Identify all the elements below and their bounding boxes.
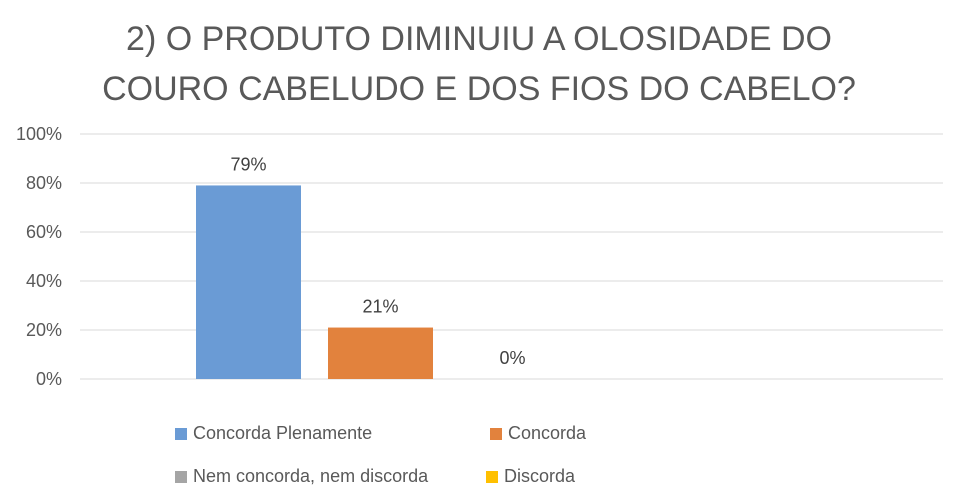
data-label: 79% <box>230 154 266 174</box>
legend-item-concorda-plenamente: Concorda Plenamente <box>175 423 372 444</box>
y-tick-label: 20% <box>26 320 62 340</box>
y-tick-label: 60% <box>26 222 62 242</box>
legend-item-discorda: Discorda <box>486 466 576 487</box>
y-tick-label: 100% <box>16 124 62 144</box>
y-tick-label: 80% <box>26 173 62 193</box>
legend-swatch-concorda-plenamente <box>175 427 187 440</box>
data-label: 0% <box>499 348 525 368</box>
legend-label-nem-concorda-nem-discorda: Nem concorda, nem discorda <box>193 466 429 486</box>
legend-label-concorda: Concorda <box>508 423 587 443</box>
chart-title-line-2: COURO CABELUDO E DOS FIOS DO CABELO? <box>102 70 856 108</box>
bar <box>328 327 433 379</box>
chart-title-line-1: 2) O PRODUTO DIMINUIU A OLOSIDADE DO <box>126 20 832 58</box>
legend-item-concorda: Concorda <box>490 423 586 444</box>
chart-title: 2) O PRODUTO DIMINUIU A OLOSIDADE DO COU… <box>0 14 958 114</box>
bar <box>196 185 301 379</box>
y-tick-label: 40% <box>26 271 62 291</box>
legend-label-concorda-plenamente: Concorda Plenamente <box>193 423 373 443</box>
legend-label-discorda: Discorda <box>504 466 576 486</box>
legend-swatch-discorda <box>486 470 498 483</box>
data-label: 21% <box>362 297 398 317</box>
legend-swatch-nem-concorda-nem-discorda <box>175 470 187 483</box>
y-tick-label: 0% <box>36 369 62 389</box>
legend-swatch-concorda <box>490 427 502 440</box>
legend-item-nem-concorda-nem-discorda: Nem concorda, nem discorda <box>175 466 428 487</box>
